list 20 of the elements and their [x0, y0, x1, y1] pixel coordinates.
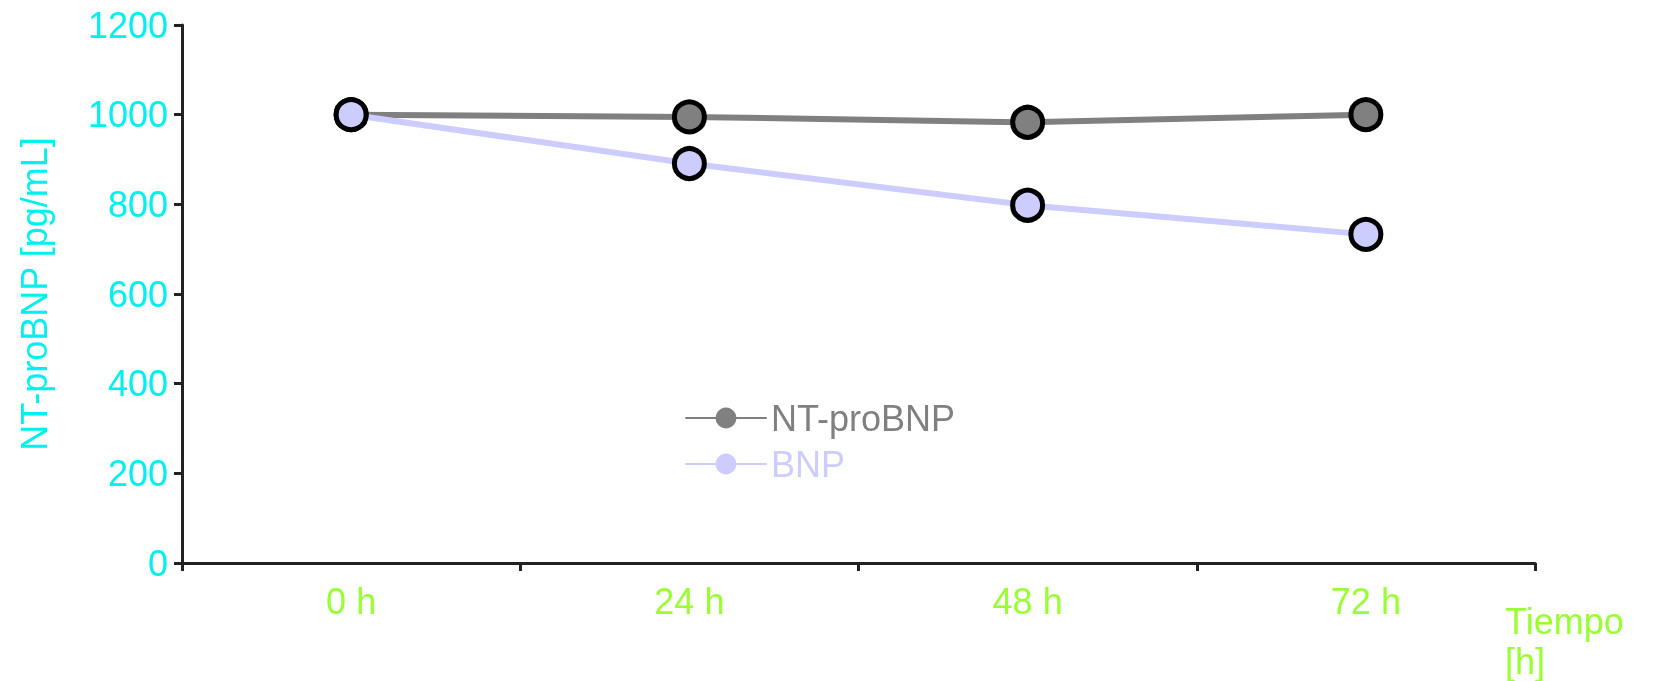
point — [1010, 104, 1046, 140]
x-tick-label: 48 h — [992, 580, 1063, 622]
x-tick-label: 0 h — [326, 580, 377, 622]
y-axis-title: NT-proBNP [pg/mL] — [13, 137, 55, 451]
y-tick-label: 600 — [107, 273, 168, 315]
y-tick-label: 200 — [107, 452, 168, 494]
legend-label: NT-proBNP — [771, 397, 956, 439]
y-tick-label: 800 — [107, 183, 168, 225]
point — [671, 99, 707, 135]
point — [1348, 216, 1384, 252]
x-tick-label: 24 h — [654, 580, 725, 622]
x-axis-title: Tiempo [h] — [1505, 600, 1624, 681]
y-tick-label: 1200 — [87, 4, 168, 46]
point — [1348, 97, 1384, 133]
y-tick-label: 1000 — [87, 94, 168, 136]
y-tick-label: 400 — [107, 363, 168, 405]
point — [671, 146, 707, 182]
y-tick-label: 0 — [147, 542, 168, 584]
point — [1010, 187, 1046, 223]
x-tick-label: 72 h — [1330, 580, 1401, 622]
